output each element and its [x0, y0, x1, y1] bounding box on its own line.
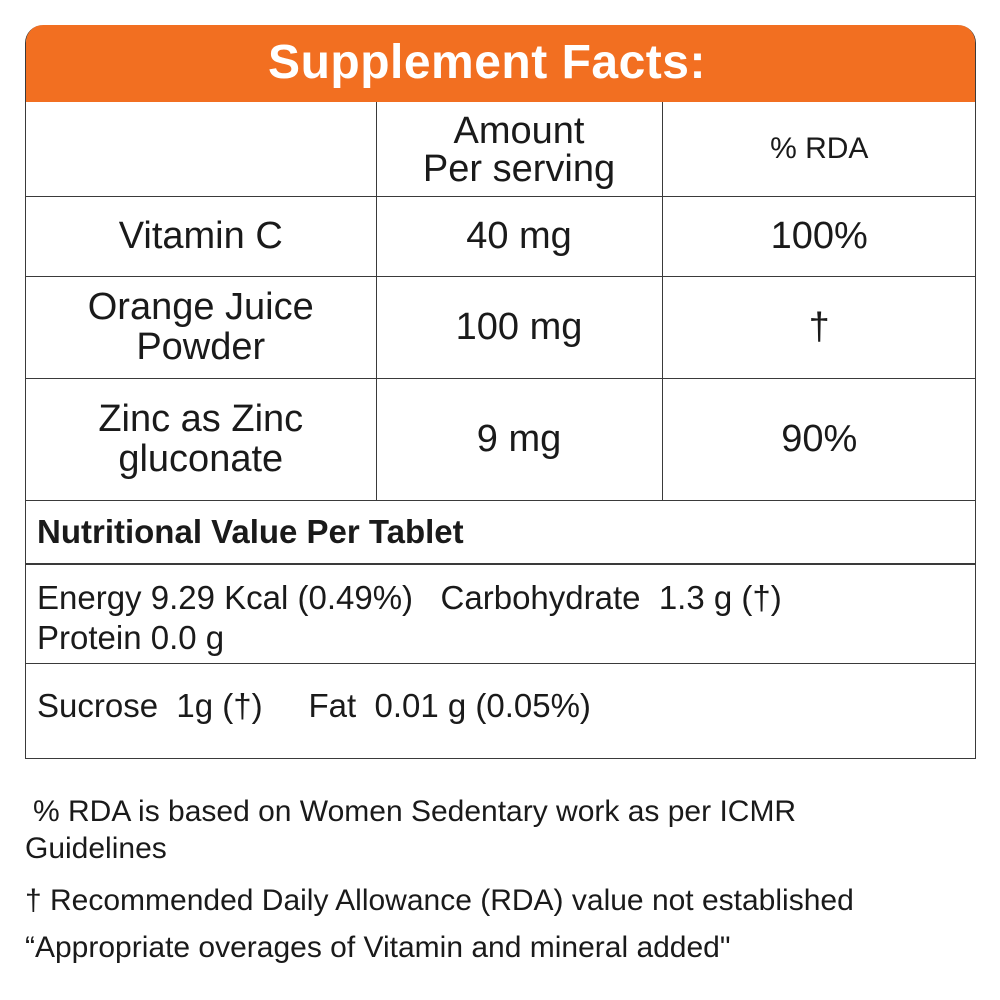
supplement-facts-panel: Supplement Facts: Amount Per serving % R… [25, 25, 976, 759]
footnote-rda-line1: % RDA is based on Women Sedentary work a… [33, 795, 797, 828]
footnote-rda-basis: % RDA is based on Women Sedentary work a… [25, 793, 985, 830]
rda-cell: 100% [661, 195, 976, 277]
header-amount-cell: Amount Per serving [375, 102, 663, 197]
ingredient-name-cell: Vitamin C [26, 195, 377, 277]
table-row: Vitamin C 40 mg 100% [26, 195, 976, 277]
nutritional-value-heading: Nutritional Value Per Tablet [26, 500, 975, 564]
nutrition-protein-text: Protein 0.0 g [37, 619, 225, 656]
footnote-rda-line2: Guidelines [25, 832, 167, 865]
footnote-overages: “Appropriate overages of Vitamin and min… [25, 931, 731, 964]
rda-cell: † [661, 275, 976, 379]
amount-cell: 100 mg [375, 275, 663, 379]
amount-cell: 40 mg [375, 195, 663, 277]
supplement-facts-table: Amount Per serving % RDA Vitamin C 40 mg… [26, 102, 976, 501]
ingredient-name-line1: Zinc as Zinc [98, 398, 304, 440]
facts-title: Supplement Facts: [268, 36, 706, 89]
facts-header-bar: Supplement Facts: [26, 25, 975, 102]
rda-cell: 90% [661, 377, 976, 501]
nutrition-energy-carbohydrate-text: Energy 9.29 Kcal (0.49%) Carbohydrate 1.… [37, 579, 782, 616]
footnotes: % RDA is based on Women Sedentary work a… [25, 793, 985, 966]
ingredient-name-line1: Orange Juice [87, 286, 314, 328]
table-row: Zinc as Zinc gluconate 9 mg 90% [26, 377, 976, 501]
header-ingredient-cell [26, 102, 377, 197]
footnote-dagger: † Recommended Daily Allowance (RDA) valu… [25, 884, 854, 917]
header-amount-line2: Per serving [422, 147, 616, 190]
ingredient-name-cell: Zinc as Zinc gluconate [26, 377, 377, 501]
table-header-row: Amount Per serving % RDA [26, 102, 976, 197]
header-rda-cell: % RDA [661, 102, 976, 197]
nutrition-row-energy: Energy 9.29 Kcal (0.49%) Carbohydrate 1.… [26, 564, 975, 664]
header-amount-line1: Amount [453, 109, 585, 152]
ingredient-name-line2: Powder [136, 326, 266, 368]
ingredient-name-line1: Vitamin C [118, 215, 283, 257]
ingredient-name-cell: Orange Juice Powder [26, 275, 377, 379]
nutrition-sucrose-fat-text: Sucrose 1g (†) Fat 0.01 g (0.05%) [37, 687, 591, 724]
table-row: Orange Juice Powder 100 mg † [26, 275, 976, 379]
amount-cell: 9 mg [375, 377, 663, 501]
ingredient-name-line2: gluconate [118, 438, 284, 480]
